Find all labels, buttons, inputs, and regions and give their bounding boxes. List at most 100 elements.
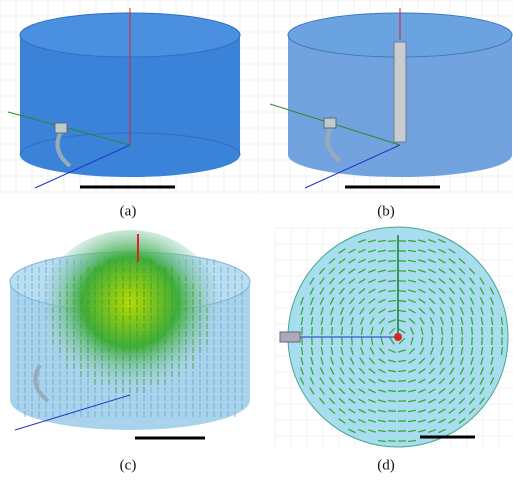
arrow xyxy=(458,277,466,285)
arrow xyxy=(300,316,304,326)
arrow xyxy=(438,398,446,404)
arrow xyxy=(407,249,417,253)
arrow xyxy=(350,326,354,336)
arrow xyxy=(387,279,397,283)
arrow xyxy=(387,260,397,262)
arrow xyxy=(368,288,376,294)
arrow xyxy=(407,439,417,443)
arrow xyxy=(349,297,355,305)
arrow xyxy=(330,316,334,326)
arrow xyxy=(338,387,346,395)
arrow xyxy=(378,379,386,383)
arrow xyxy=(419,347,425,355)
arrow xyxy=(428,388,436,394)
arrow xyxy=(407,429,417,433)
arrow xyxy=(449,307,455,315)
origin xyxy=(394,333,402,341)
arrow xyxy=(438,297,446,305)
arrow xyxy=(319,297,325,305)
arrow xyxy=(300,367,304,375)
arrow xyxy=(368,409,376,413)
arrow xyxy=(407,389,417,393)
arrow xyxy=(440,317,444,325)
arrow xyxy=(368,357,376,365)
arrow xyxy=(410,336,414,346)
panel-d xyxy=(279,226,509,448)
arrow xyxy=(378,368,386,374)
arrow xyxy=(428,248,436,254)
arrow xyxy=(300,346,304,356)
arrow xyxy=(387,420,397,422)
arrow xyxy=(440,346,444,356)
arrow xyxy=(329,287,335,295)
arrow xyxy=(460,346,464,356)
arrow xyxy=(378,358,386,364)
arrow xyxy=(428,367,436,375)
arrow xyxy=(459,357,465,365)
x-axis xyxy=(304,144,401,189)
arrow xyxy=(338,267,346,275)
x-axis xyxy=(34,144,131,189)
arrow xyxy=(328,277,336,285)
arrow xyxy=(469,277,475,285)
arrow xyxy=(458,407,466,415)
arrow xyxy=(328,267,336,275)
arrow xyxy=(358,428,366,434)
arrow xyxy=(448,418,456,424)
arrow xyxy=(397,319,407,323)
arrow xyxy=(368,388,376,394)
arrow xyxy=(490,356,494,366)
arrow xyxy=(470,316,474,326)
arrow xyxy=(328,407,336,415)
arrow xyxy=(299,297,305,305)
arrow xyxy=(418,368,426,374)
arrow xyxy=(360,326,364,336)
arrow xyxy=(397,290,407,292)
arrow xyxy=(358,248,366,254)
arrow xyxy=(398,337,406,345)
arrow xyxy=(311,326,313,336)
arrow xyxy=(310,356,314,366)
arrow xyxy=(407,409,417,413)
arrow xyxy=(429,347,435,355)
arrow xyxy=(397,369,407,373)
arrow xyxy=(417,429,427,433)
arrow xyxy=(299,377,305,385)
arrow xyxy=(358,297,366,305)
arrow xyxy=(310,346,314,356)
arrow xyxy=(387,299,397,303)
arrow xyxy=(340,346,344,356)
caption: (c) xyxy=(120,457,137,473)
arrow xyxy=(339,367,345,375)
arrow xyxy=(300,306,304,316)
arrow xyxy=(438,387,446,395)
arrow xyxy=(418,378,426,384)
arrow xyxy=(440,326,444,336)
arrow xyxy=(377,259,387,263)
arrow xyxy=(407,419,417,423)
arrow xyxy=(309,377,315,385)
arrow xyxy=(368,259,376,263)
arrow xyxy=(387,250,397,252)
arrow xyxy=(459,297,465,305)
arrow xyxy=(418,388,426,394)
connector xyxy=(323,117,337,129)
arrow xyxy=(439,367,445,375)
arrow xyxy=(367,249,377,253)
arrow xyxy=(330,326,334,336)
arrow xyxy=(468,407,476,415)
arrow xyxy=(377,249,387,253)
arrow xyxy=(438,278,446,284)
arrow xyxy=(407,269,417,273)
arrow xyxy=(359,357,365,365)
arrow xyxy=(470,307,474,315)
arrow xyxy=(469,297,475,305)
arrow xyxy=(448,387,456,395)
arrow xyxy=(319,277,325,285)
x-axis xyxy=(14,394,131,431)
arrow xyxy=(300,356,304,366)
arrow xyxy=(438,428,446,434)
arrow xyxy=(407,379,417,383)
arrow xyxy=(450,326,454,336)
